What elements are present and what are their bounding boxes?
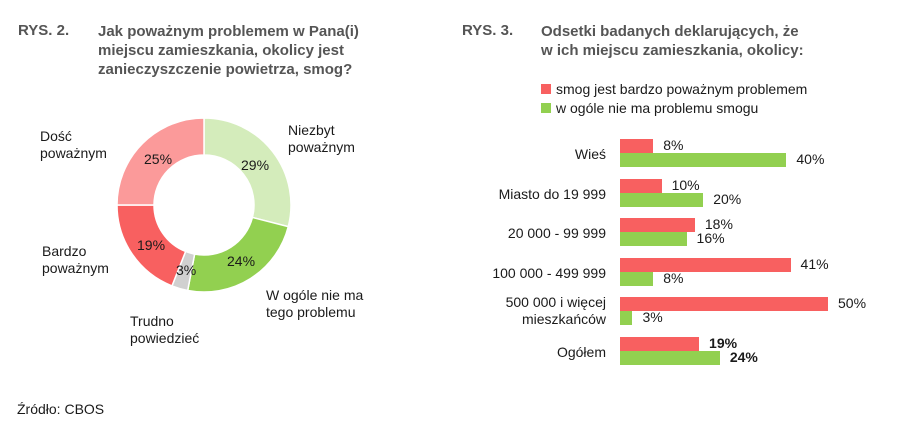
bar-value-smog-ogolem: 19% bbox=[709, 335, 738, 351]
category-label-20000-99999: 20 000 - 99 999 bbox=[508, 225, 606, 242]
left-title-line-2: miejscu zamieszkania, okolicy jest bbox=[98, 42, 344, 59]
bar-value-smog-500000-i-wiecej: 50% bbox=[838, 295, 867, 311]
bar-value-smog-miasto-do-19999: 10% bbox=[671, 177, 700, 193]
left-title-line-1: Jak poważnym problemem w Pana(i) bbox=[98, 23, 359, 40]
bar-value-no-smog-500000-i-wiecej: 3% bbox=[642, 309, 663, 325]
left-figure-label: RYS. 2. bbox=[18, 22, 70, 39]
right-title-line-2: w ich miejscu zamieszkania, okolicy: bbox=[541, 42, 804, 59]
slice-value-bardzo: 19% bbox=[137, 237, 166, 253]
left-figure-title: Jak poważnym problemem w Pana(i) miejscu… bbox=[98, 22, 359, 79]
category-label-20000-99999-line-1: 20 000 - 99 999 bbox=[507, 225, 606, 241]
category-label-500000-i-wiecej: 500 000 i więcej mieszkańców bbox=[506, 294, 606, 328]
bar-no-smog-ogolem bbox=[620, 351, 720, 365]
category-label-100000-499999-line-1: 100 000 - 499 999 bbox=[492, 265, 606, 281]
bar-no-smog-20000-99999 bbox=[620, 232, 687, 246]
bar-value-smog-20000-99999: 18% bbox=[704, 216, 733, 232]
slice-value-w-ogole: 24% bbox=[227, 253, 256, 269]
slice-label-dosc: Dość poważnym bbox=[40, 128, 107, 162]
legend-label-no-smog: w ogóle nie ma problemu smogu bbox=[556, 100, 759, 116]
legend-swatch-green bbox=[541, 103, 551, 113]
bar-smog-20000-99999 bbox=[620, 218, 695, 232]
bar-value-smog-wies: 8% bbox=[663, 137, 684, 153]
bar-smog-wies bbox=[620, 139, 654, 153]
bar-smog-500000-i-wiecej bbox=[620, 297, 828, 311]
slice-label-w-ogole-line-2: tego problemu bbox=[266, 304, 356, 320]
bar-no-smog-wies bbox=[620, 153, 787, 167]
bar-value-smog-100000-499999: 41% bbox=[800, 256, 829, 272]
category-label-500000-i-wiecej-line-1: 500 000 i więcej bbox=[505, 294, 606, 310]
legend-item-no-smog: w ogóle nie ma problemu smogu bbox=[541, 100, 758, 116]
legend-item-smog: smog jest bardzo poważnym problemem bbox=[541, 81, 807, 97]
bar-smog-ogolem bbox=[620, 337, 700, 351]
bar-value-no-smog-20000-99999: 16% bbox=[696, 230, 725, 246]
category-label-ogolem: Ogółem bbox=[557, 344, 606, 361]
legend-swatch-red bbox=[541, 84, 551, 94]
bar-no-smog-100000-499999 bbox=[620, 272, 654, 286]
bar-value-no-smog-miasto-do-19999: 20% bbox=[713, 191, 742, 207]
bar-no-smog-500000-i-wiecej bbox=[620, 311, 633, 325]
slice-label-dosc-line-2: poważnym bbox=[40, 145, 107, 161]
slice-label-w-ogole: W ogóle nie ma tego problemu bbox=[266, 287, 363, 321]
slice-label-trudno-line-1: Trudno bbox=[130, 313, 174, 329]
category-label-500000-i-wiecej-line-2: mieszkańców bbox=[521, 311, 606, 327]
category-label-100000-499999: 100 000 - 499 999 bbox=[492, 265, 606, 282]
right-figure-title: Odsetki badanych deklarujących, że w ich… bbox=[541, 22, 804, 60]
donut-slice-dosc bbox=[116, 117, 205, 206]
slice-label-dosc-line-1: Dość bbox=[40, 128, 72, 144]
right-title-line-1: Odsetki badanych deklarujących, że bbox=[541, 23, 799, 40]
right-figure-label: RYS. 3. bbox=[462, 22, 514, 39]
left-title-line-3: zanieczyszczenie powietrza, smog? bbox=[98, 61, 353, 78]
slice-label-bardzo-line-1: Bardzo bbox=[42, 243, 87, 259]
bar-value-no-smog-100000-499999: 8% bbox=[663, 270, 684, 286]
legend-label-smog: smog jest bardzo poważnym problemem bbox=[556, 81, 808, 97]
category-label-ogolem-line-1: Ogółem bbox=[556, 344, 606, 360]
category-label-wies-line-1: Wieś bbox=[574, 146, 606, 162]
bar-value-no-smog-ogolem: 24% bbox=[729, 349, 758, 365]
category-label-wies: Wieś bbox=[575, 146, 606, 163]
bar-smog-100000-499999 bbox=[620, 258, 791, 272]
bar-smog-miasto-do-19999 bbox=[620, 179, 662, 193]
slice-label-niezbyt-line-2: poważnym bbox=[288, 139, 355, 155]
slice-label-bardzo-line-2: poważnym bbox=[42, 260, 109, 276]
slice-label-trudno-line-2: powiedzieć bbox=[130, 330, 200, 346]
slice-label-niezbyt-line-1: Niezbyt bbox=[288, 122, 335, 138]
slice-label-trudno: Trudno powiedzieć bbox=[130, 313, 199, 347]
bar-value-no-smog-wies: 40% bbox=[796, 151, 825, 167]
slice-label-niezbyt: Niezbyt poważnym bbox=[288, 122, 355, 156]
slice-value-trudno: 3% bbox=[176, 262, 197, 278]
bar-no-smog-miasto-do-19999 bbox=[620, 193, 704, 207]
source-note: Źródło: CBOS bbox=[17, 401, 105, 417]
slice-value-niezbyt: 29% bbox=[241, 157, 270, 173]
category-label-miasto-do-19999-line-1: Miasto do 19 999 bbox=[498, 186, 606, 202]
category-label-miasto-do-19999: Miasto do 19 999 bbox=[499, 186, 606, 203]
slice-label-w-ogole-line-1: W ogóle nie ma bbox=[266, 287, 364, 303]
slice-label-bardzo: Bardzo poważnym bbox=[42, 243, 109, 277]
slice-value-dosc: 25% bbox=[144, 151, 173, 167]
donut-slice-niezbyt bbox=[203, 117, 292, 228]
